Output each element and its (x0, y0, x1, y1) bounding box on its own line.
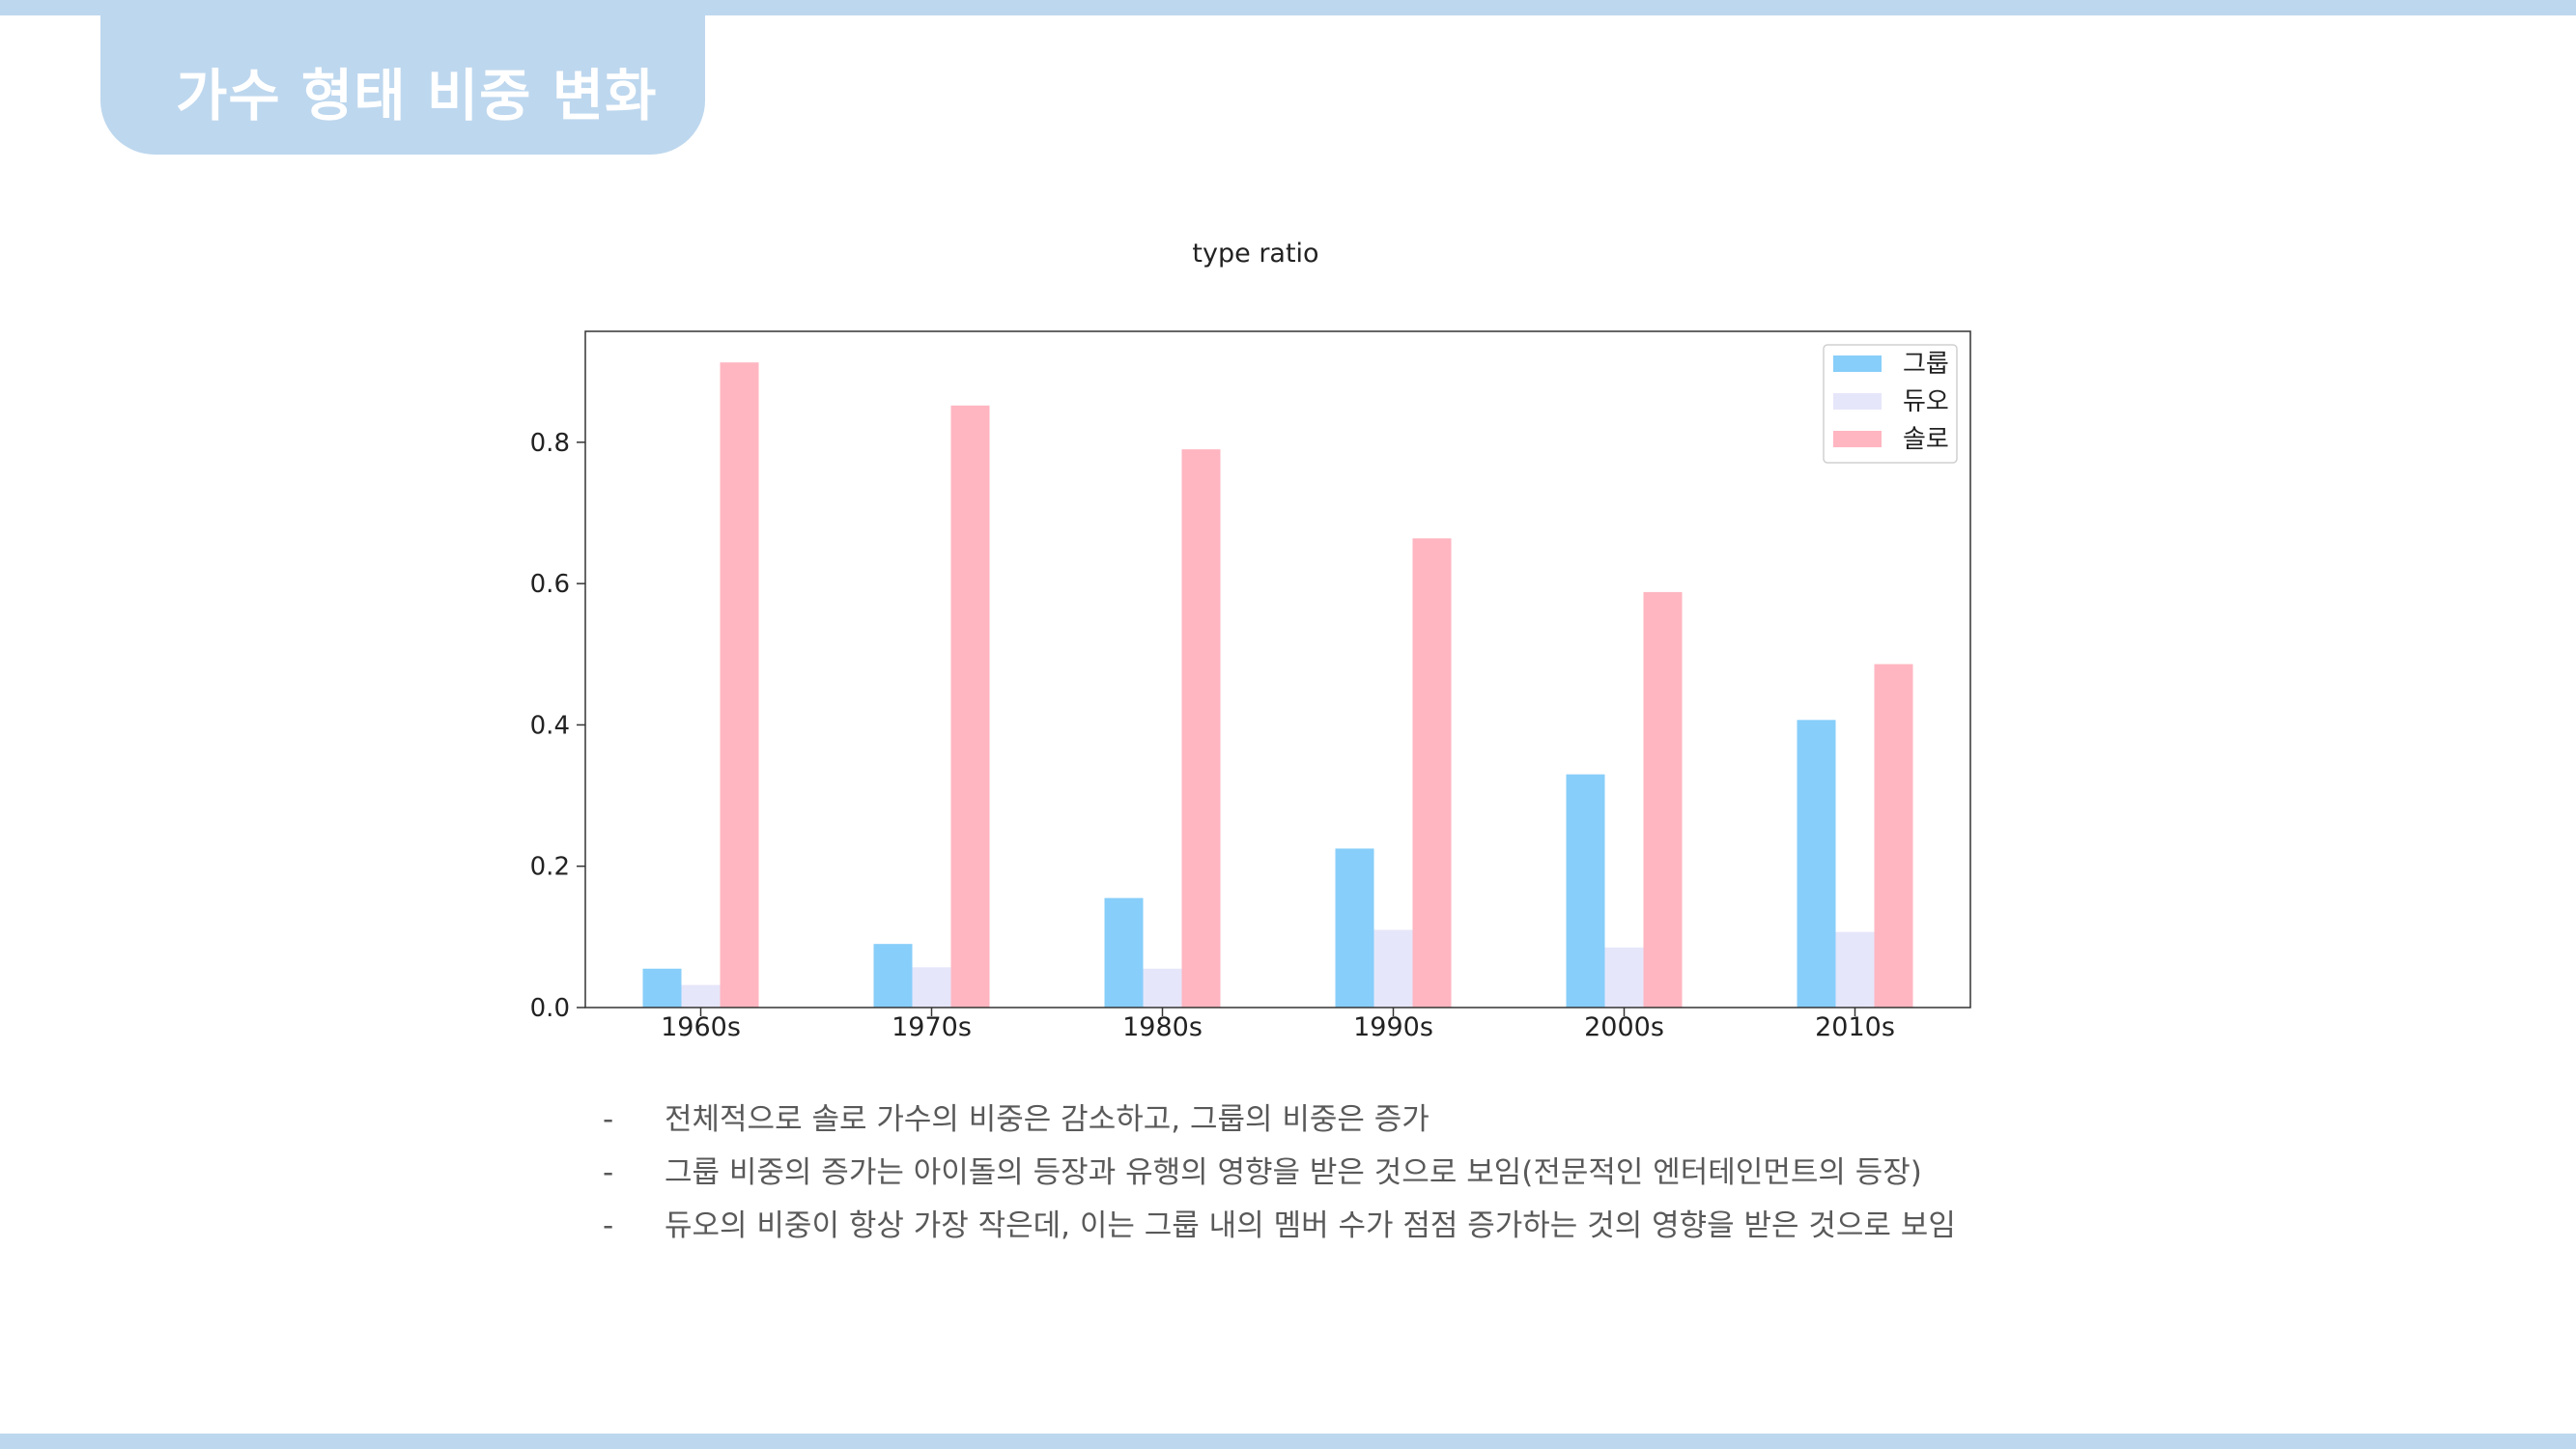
note-text: 듀오의 비중이 항상 가장 작은데, 이는 그룹 내의 멤버 수가 점점 증가하… (665, 1208, 1956, 1243)
bar-2010s-0 (1797, 720, 1836, 1008)
y-axis: 0.0 0.2 0.4 0.6 0.8 (530, 429, 585, 1023)
note-text: 전체적으로 솔로 가수의 비중은 감소하고, 그룹의 비중은 증가 (665, 1102, 1430, 1137)
legend-label: 그룹 (1903, 350, 1949, 379)
bars-group (642, 362, 1913, 1009)
note-bullet: - (603, 1102, 614, 1137)
x-tick-label: 1990s (1353, 1012, 1433, 1042)
y-tick-label: 0.8 (530, 429, 570, 458)
y-tick-label: 0.2 (530, 853, 570, 882)
x-tick-label: 1960s (661, 1012, 741, 1042)
notes-list: - 전체적으로 솔로 가수의 비중은 감소하고, 그룹의 비중은 증가 - 그룹… (599, 1094, 1956, 1253)
x-tick-label: 1980s (1122, 1012, 1203, 1042)
bar-1970s-0 (873, 944, 913, 1008)
bar-1990s-0 (1335, 848, 1374, 1008)
bar-1970s-1 (912, 967, 951, 1008)
legend-label: 듀오 (1903, 387, 1949, 416)
y-tick-label: 0.6 (530, 570, 570, 599)
x-axis: 1960s 1970s 1980s 1990s 2000s 2010s (661, 1008, 1895, 1042)
x-tick-label: 2000s (1584, 1012, 1664, 1042)
note-item: - 전체적으로 솔로 가수의 비중은 감소하고, 그룹의 비중은 증가 (599, 1094, 1956, 1147)
y-tick-label: 0.4 (530, 711, 570, 740)
bar-1990s-1 (1373, 929, 1413, 1008)
bar-1990s-2 (1412, 538, 1452, 1008)
bar-1960s-0 (642, 968, 682, 1008)
note-bullet: - (603, 1155, 614, 1190)
bar-1980s-1 (1143, 968, 1182, 1008)
bar-2000s-2 (1643, 591, 1683, 1008)
bar-2010s-1 (1835, 931, 1875, 1008)
x-tick-label: 1970s (892, 1012, 972, 1042)
bar-2000s-1 (1604, 947, 1644, 1008)
note-text: 그룹 비중의 증가는 아이돌의 등장과 유행의 영향을 받은 것으로 보임(전문… (665, 1155, 1922, 1190)
bar-2010s-2 (1874, 664, 1913, 1008)
bar-1980s-2 (1181, 449, 1221, 1008)
note-item: - 그룹 비중의 증가는 아이돌의 등장과 유행의 영향을 받은 것으로 보임(… (599, 1147, 1956, 1200)
y-tick-label: 0.0 (530, 994, 570, 1023)
title-tab: 가수 형태 비중 변화 (100, 0, 705, 155)
note-bullet: - (603, 1208, 614, 1243)
note-item: - 듀오의 비중이 항상 가장 작은데, 이는 그룹 내의 멤버 수가 점점 증… (599, 1200, 1956, 1253)
legend-swatch (1833, 431, 1882, 447)
legend-swatch (1833, 393, 1882, 410)
bar-2000s-0 (1566, 774, 1605, 1008)
plot-frame (584, 330, 1971, 1009)
chart-title: type ratio (1192, 239, 1318, 269)
x-tick-label: 2010s (1815, 1012, 1895, 1042)
legend-label: 솔로 (1903, 425, 1949, 454)
legend-swatch (1833, 355, 1882, 372)
bar-1960s-1 (681, 984, 721, 1008)
bottom-band (0, 1434, 2576, 1449)
page-title: 가수 형태 비중 변화 (176, 63, 658, 128)
bar-1960s-2 (720, 362, 759, 1008)
bar-1980s-0 (1104, 897, 1144, 1008)
bar-1970s-2 (950, 405, 990, 1009)
